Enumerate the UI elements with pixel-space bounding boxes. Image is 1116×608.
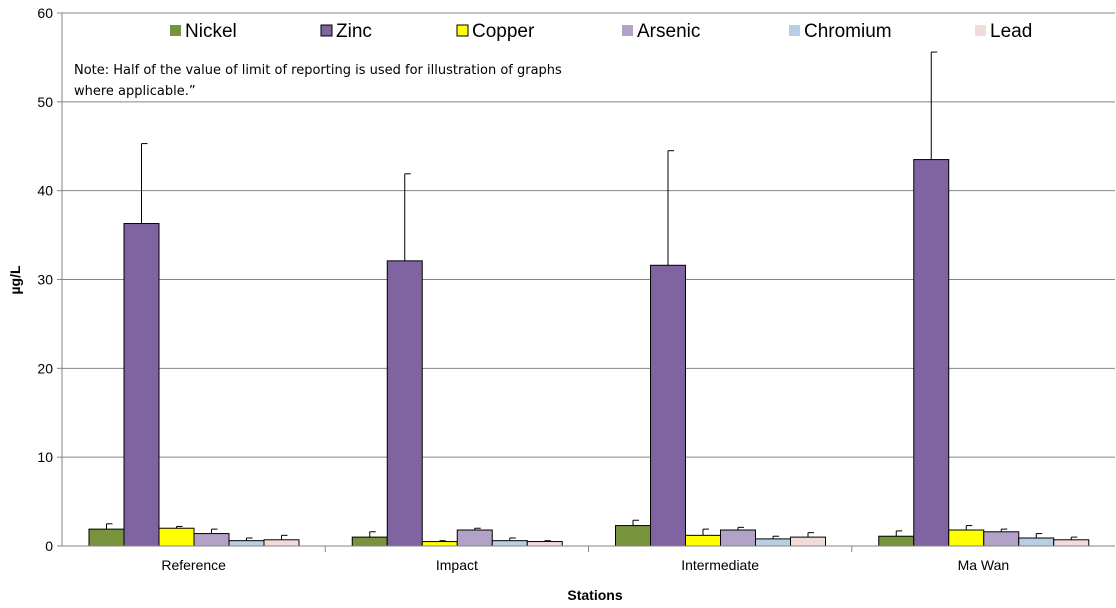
x-tick-label: Reference <box>161 557 226 573</box>
legend: Nickel Zinc Copper Arsenic Chromium Lead <box>170 21 1032 42</box>
legend-swatch-zinc <box>320 24 333 37</box>
bar-arsenic-reference <box>193 533 230 547</box>
bar-zinc-intermediate <box>650 264 686 547</box>
legend-swatch-copper <box>456 24 469 37</box>
bar-chromium-impact <box>491 540 528 547</box>
y-tick-label: 10 <box>37 449 53 465</box>
bars <box>88 51 1090 547</box>
y-tick-label: 50 <box>37 94 53 110</box>
gridlines <box>62 12 1115 458</box>
bar-arsenic-ma-wan <box>983 531 1020 547</box>
note-line-2: where applicable.” <box>74 84 196 99</box>
x-tick-label: Intermediate <box>681 557 759 573</box>
bar-chromium-reference <box>228 540 265 547</box>
legend-label-nickel: Nickel <box>185 21 237 42</box>
x-tick-label: Ma Wan <box>958 557 1010 573</box>
bar-nickel-intermediate <box>615 525 651 547</box>
legend-label-lead: Lead <box>990 21 1032 42</box>
bar-lead-intermediate <box>790 536 826 547</box>
y-tick-label: 20 <box>37 360 53 376</box>
legend-label-copper: Copper <box>472 21 535 42</box>
legend-label-chromium: Chromium <box>804 21 892 42</box>
y-axis-title: µg/L <box>7 265 23 295</box>
bar-lead-reference <box>263 539 300 547</box>
x-tick-label: Impact <box>436 557 478 573</box>
bar-nickel-impact <box>351 536 388 547</box>
bar-arsenic-intermediate <box>720 529 756 547</box>
legend-label-zinc: Zinc <box>336 21 372 42</box>
bar-chromium-ma-wan <box>1018 537 1055 547</box>
legend-label-arsenic: Arsenic <box>637 21 700 42</box>
bar-zinc-reference <box>123 223 160 547</box>
legend-swatch-arsenic <box>622 25 633 36</box>
bar-arsenic-impact <box>456 529 493 547</box>
bar-copper-impact <box>421 541 458 547</box>
bar-copper-reference <box>158 527 195 547</box>
y-tick-label: 60 <box>37 5 53 21</box>
bar-lead-impact <box>526 541 563 547</box>
y-tick-label: 30 <box>37 272 53 288</box>
bar-chromium-intermediate <box>755 538 791 547</box>
bar-nickel-reference <box>88 528 125 547</box>
legend-swatch-nickel <box>170 25 181 36</box>
y-tick-label: 40 <box>37 183 53 199</box>
note-line-1: Note: Half of the value of limit of repo… <box>74 63 562 78</box>
bar-zinc-ma-wan <box>913 159 950 547</box>
legend-swatch-lead <box>975 25 986 36</box>
bar-zinc-impact <box>386 260 423 547</box>
bar-copper-intermediate <box>685 534 721 547</box>
axes: 0 10 20 30 40 50 60 Reference Impact Intermediate… <box>37 5 1115 573</box>
y-tick-label: 0 <box>45 538 53 554</box>
x-axis-title: Stations <box>567 587 622 603</box>
bar-nickel-ma-wan <box>878 535 915 547</box>
bar-copper-ma-wan <box>948 529 985 547</box>
bar-lead-ma-wan <box>1053 539 1090 547</box>
legend-swatch-chromium <box>789 25 800 36</box>
